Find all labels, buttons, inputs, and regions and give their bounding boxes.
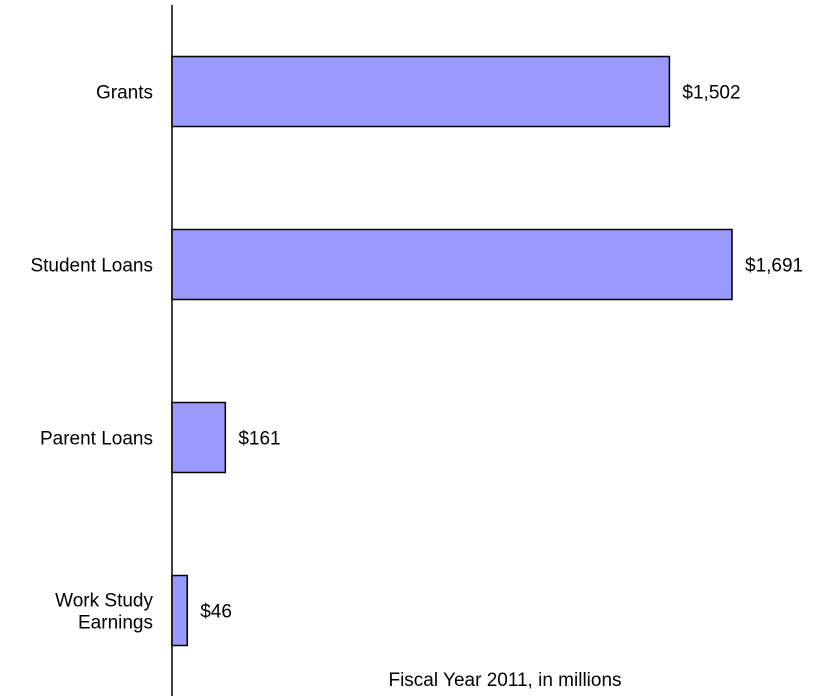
chart-marks: $1,502 Grants $1,691 Student Loans $161 Paren… — [30, 55, 803, 647]
bar-parent-loans — [171, 401, 227, 474]
category-label-parent-loans: Parent Loans — [40, 429, 153, 450]
bar-student-loans — [171, 228, 733, 301]
bar-grants — [171, 55, 671, 128]
x-axis-label: Fiscal Year 2011, in millions — [388, 670, 621, 691]
data-label-parent-loans: $161 — [238, 429, 280, 450]
bar-work-study-earnings — [171, 574, 188, 647]
category-label-grants: Grants — [96, 83, 153, 104]
category-label-work-study-earnings: Work Study Earnings — [55, 591, 153, 634]
data-label-work-study-earnings: $46 — [200, 602, 232, 623]
data-label-student-loans: $1,691 — [745, 256, 803, 277]
category-label-student-loans: Student Loans — [30, 256, 153, 277]
data-label-grants: $1,502 — [682, 83, 740, 104]
